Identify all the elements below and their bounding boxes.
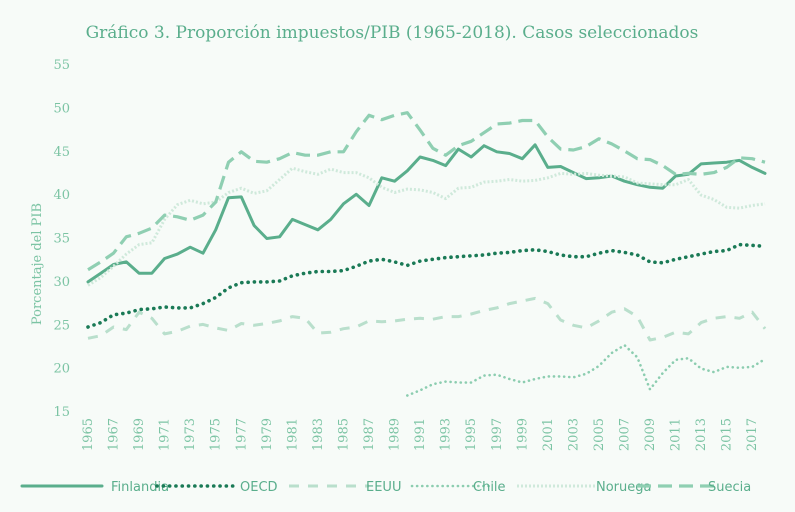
- legend-label: EEUU: [366, 480, 401, 495]
- x-tick-label: 1993: [439, 418, 454, 451]
- x-axis: 1965 1967 1969 1971 1973 1975 1977 1979 1981 1983…: [81, 418, 760, 451]
- chart-title: Gráfico 3. Proporción impuestos/PIB (196…: [86, 23, 699, 43]
- legend: Finlandia OECD EEUU Chile Noruega Suecia: [20, 480, 751, 495]
- x-tick-label: 1969: [132, 418, 147, 451]
- x-tick-label: 2005: [592, 418, 607, 451]
- x-tick-label: 1997: [490, 418, 505, 451]
- x-tick-label: 1989: [388, 418, 403, 451]
- x-tick-label: 2013: [694, 418, 709, 451]
- plot-area: [86, 111, 767, 397]
- x-tick-label: 1977: [234, 418, 249, 451]
- x-tick-label: 2015: [720, 418, 735, 451]
- x-tick-label: 1973: [183, 418, 198, 451]
- y-tick-label: 20: [53, 362, 70, 377]
- x-tick-label: 1971: [158, 418, 173, 451]
- y-tick-label: 50: [53, 101, 70, 116]
- legend-label: Suecia: [708, 480, 751, 495]
- y-tick-label: 25: [53, 318, 70, 333]
- series-line-noruega: [87, 166, 766, 287]
- y-tick-label: 45: [53, 145, 70, 160]
- x-tick-label: 1981: [285, 418, 300, 451]
- x-tick-label: 2017: [745, 418, 760, 451]
- x-tick-label: 1991: [413, 418, 428, 451]
- y-tick-label: 55: [53, 58, 70, 73]
- x-tick-label: 1975: [209, 418, 224, 451]
- y-tick-label: 40: [53, 188, 70, 203]
- y-tick-label: 15: [53, 405, 70, 420]
- legend-label: Finlandia: [111, 480, 169, 495]
- x-tick-label: 2001: [541, 418, 556, 451]
- y-tick-label: 35: [53, 232, 70, 247]
- x-tick-label: 1967: [107, 418, 122, 451]
- series-line-oecd: [86, 242, 767, 329]
- x-tick-label: 1985: [336, 418, 351, 451]
- legend-label: OECD: [240, 480, 278, 495]
- y-axis: 15 20 25 30 35 40 45 50 55: [53, 58, 70, 420]
- x-tick-label: 2009: [643, 418, 658, 451]
- x-tick-label: 2011: [669, 418, 684, 451]
- legend-label: Chile: [473, 480, 506, 495]
- series-line-chile: [405, 343, 767, 397]
- x-tick-label: 2007: [617, 418, 632, 451]
- x-tick-label: 1965: [81, 418, 96, 451]
- series-line-finlandia: [86, 143, 767, 284]
- x-tick-label: 1999: [515, 418, 530, 451]
- x-tick-label: 1983: [311, 418, 326, 451]
- series-line-eeuu: [87, 296, 767, 342]
- y-axis-label: Porcentaje del PIB: [30, 203, 45, 325]
- x-tick-label: 1987: [362, 418, 377, 451]
- x-tick-label: 1995: [464, 418, 479, 451]
- x-tick-label: 2003: [566, 418, 581, 451]
- legend-label: Noruega: [596, 480, 651, 495]
- series-line-suecia: [87, 111, 766, 272]
- x-tick-label: 1979: [260, 418, 275, 451]
- y-tick-label: 30: [53, 275, 70, 290]
